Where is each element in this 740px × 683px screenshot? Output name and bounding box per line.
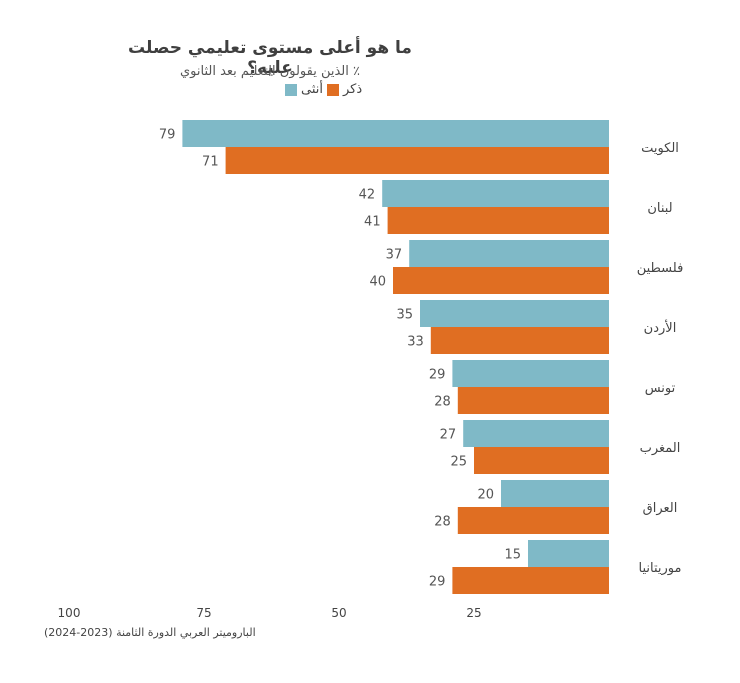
data-label-male-7: 29 xyxy=(429,575,446,590)
bar-male-2 xyxy=(393,267,609,294)
category-label-4: تونس xyxy=(645,381,676,396)
category-label-0: الكويت xyxy=(641,141,679,156)
data-label-male-0: 71 xyxy=(202,155,219,170)
bar-male-1 xyxy=(387,207,609,234)
bar-female-2 xyxy=(409,240,609,267)
data-label-male-3: 33 xyxy=(407,335,424,350)
legend-item-female: أنثى xyxy=(285,82,323,97)
data-label-female-2: 37 xyxy=(386,248,403,263)
chart-subtitle: ٪ الذين يقولون التعليم بعد الثانوي xyxy=(179,64,360,79)
bar-male-4 xyxy=(457,387,609,414)
bar-female-1 xyxy=(382,180,609,207)
category-label-3: الأردن xyxy=(644,319,677,336)
data-label-female-4: 29 xyxy=(429,368,446,383)
data-label-female-6: 20 xyxy=(477,488,494,503)
bar-male-6 xyxy=(457,507,609,534)
bar-female-6 xyxy=(501,480,609,507)
bar-female-4 xyxy=(452,360,609,387)
bar-female-7 xyxy=(528,540,609,567)
bar-female-0 xyxy=(182,120,609,147)
data-label-female-3: 35 xyxy=(396,308,413,323)
x-tick-label-0: 100 xyxy=(58,606,81,620)
legend-swatch-female xyxy=(285,83,297,96)
bar-male-5 xyxy=(474,447,609,474)
chart-title: ما هو أعلى مستوى تعليمي حصلت عليه؟ xyxy=(128,38,412,78)
bar-male-7 xyxy=(452,567,609,594)
category-label-7: موريتانيا xyxy=(639,561,682,576)
data-label-male-5: 25 xyxy=(450,455,467,470)
legend-item-male: ذكر xyxy=(327,82,362,97)
data-label-male-6: 28 xyxy=(434,515,451,530)
data-label-female-7: 15 xyxy=(504,548,521,563)
bar-female-5 xyxy=(463,420,609,447)
legend-label-female: أنثى xyxy=(301,82,323,97)
category-label-6: العراق xyxy=(643,501,678,516)
legend: أنثى ذكر xyxy=(285,82,362,97)
x-tick-label-3: 25 xyxy=(466,606,481,620)
category-label-5: المغرب xyxy=(640,441,681,456)
x-tick-label-2: 50 xyxy=(331,606,346,620)
data-label-female-5: 27 xyxy=(440,428,457,443)
category-label-1: لبنان xyxy=(647,201,672,216)
category-label-2: فلسطين xyxy=(637,261,684,276)
data-label-female-1: 42 xyxy=(359,188,376,203)
chart-source: الباروميتر العربي الدورة الثامنة (2023-2… xyxy=(44,626,256,639)
bar-male-0 xyxy=(225,147,609,174)
bar-male-3 xyxy=(430,327,609,354)
x-tick-label-1: 75 xyxy=(196,606,211,620)
legend-swatch-male xyxy=(327,83,339,96)
bar-female-3 xyxy=(420,300,609,327)
legend-label-male: ذكر xyxy=(343,82,363,97)
data-label-female-0: 79 xyxy=(159,128,176,143)
data-label-male-1: 41 xyxy=(364,215,381,230)
data-label-male-4: 28 xyxy=(434,395,451,410)
data-label-male-2: 40 xyxy=(369,275,386,290)
